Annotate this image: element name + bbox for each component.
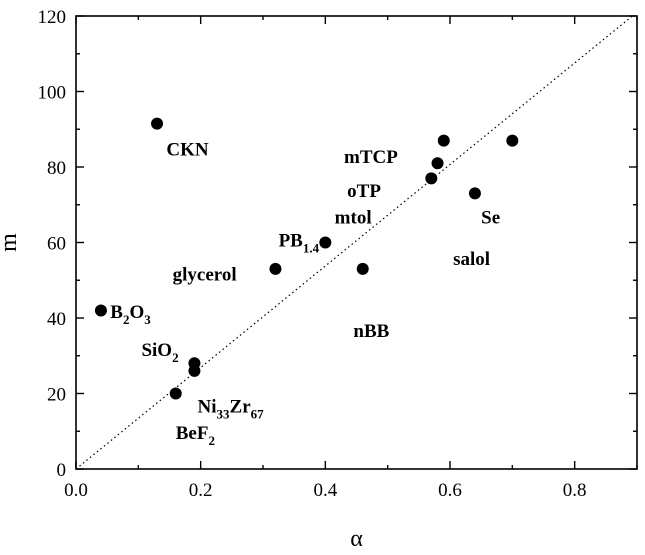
data-point xyxy=(188,364,201,377)
point-label: PB1.4 xyxy=(279,230,320,255)
data-point xyxy=(437,134,450,147)
data-point xyxy=(269,262,282,275)
point-label: Se xyxy=(481,208,500,229)
axes: 0.0 0.2 0.4 0.6 0.8 0 20 40 60 80 100 120 xyxy=(38,7,638,501)
x-tick-label: 0.2 xyxy=(189,480,213,501)
data-points xyxy=(94,117,519,400)
point-label: nBB xyxy=(353,321,389,342)
y-tick-label: 80 xyxy=(47,158,66,179)
y-tick-label: 0 xyxy=(57,460,67,481)
data-point xyxy=(425,172,438,185)
y-tick-label: 120 xyxy=(38,7,67,28)
point-label: CKN xyxy=(166,140,209,161)
x-tick-label: 0.8 xyxy=(563,480,587,501)
x-tick-label: 0.6 xyxy=(438,480,462,501)
data-point xyxy=(94,304,107,317)
y-tick-label: 40 xyxy=(47,309,66,330)
reference-line xyxy=(76,16,634,469)
data-point xyxy=(356,262,369,275)
point-label: oTP xyxy=(347,181,381,202)
y-tick-label: 20 xyxy=(47,385,66,406)
y-axis-title: m xyxy=(0,233,22,252)
data-point xyxy=(151,117,164,130)
y-tick-label: 60 xyxy=(47,234,66,255)
y-tick-label: 100 xyxy=(38,83,67,104)
point-label: BeF2 xyxy=(176,423,215,448)
point-label: glycerol xyxy=(173,264,237,285)
data-point xyxy=(431,157,444,170)
point-label: salol xyxy=(453,249,490,270)
data-point xyxy=(506,134,519,147)
data-point xyxy=(319,236,332,249)
x-tick-label: 0.0 xyxy=(64,480,88,501)
x-axis-title: α xyxy=(350,526,363,552)
point-label: B2O3 xyxy=(110,302,151,327)
point-label: SiO2 xyxy=(141,340,178,365)
data-point xyxy=(468,187,481,200)
point-label: Ni33Zr67 xyxy=(198,396,265,421)
data-point xyxy=(169,387,182,400)
point-label: mtol xyxy=(335,208,372,229)
x-tick-label: 0.4 xyxy=(313,480,337,501)
point-label: mTCP xyxy=(344,147,398,168)
diagonal-dotted-line xyxy=(76,16,634,469)
